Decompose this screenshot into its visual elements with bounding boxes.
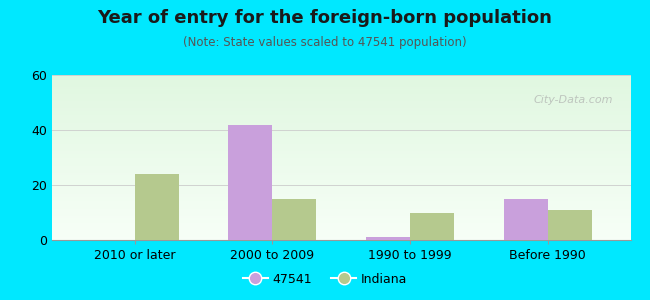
Bar — [548, 210, 592, 240]
Text: (Note: State values scaled to 47541 population): (Note: State values scaled to 47541 popu… — [183, 36, 467, 49]
Bar — [272, 199, 317, 240]
Legend: 47541, Indiana: 47541, Indiana — [238, 268, 412, 291]
Text: Year of entry for the foreign-born population: Year of entry for the foreign-born popul… — [98, 9, 552, 27]
Bar — [504, 199, 548, 240]
Bar — [366, 237, 410, 240]
Bar — [135, 174, 179, 240]
Bar — [410, 212, 454, 240]
Bar — [228, 124, 272, 240]
Text: City-Data.com: City-Data.com — [534, 95, 613, 105]
